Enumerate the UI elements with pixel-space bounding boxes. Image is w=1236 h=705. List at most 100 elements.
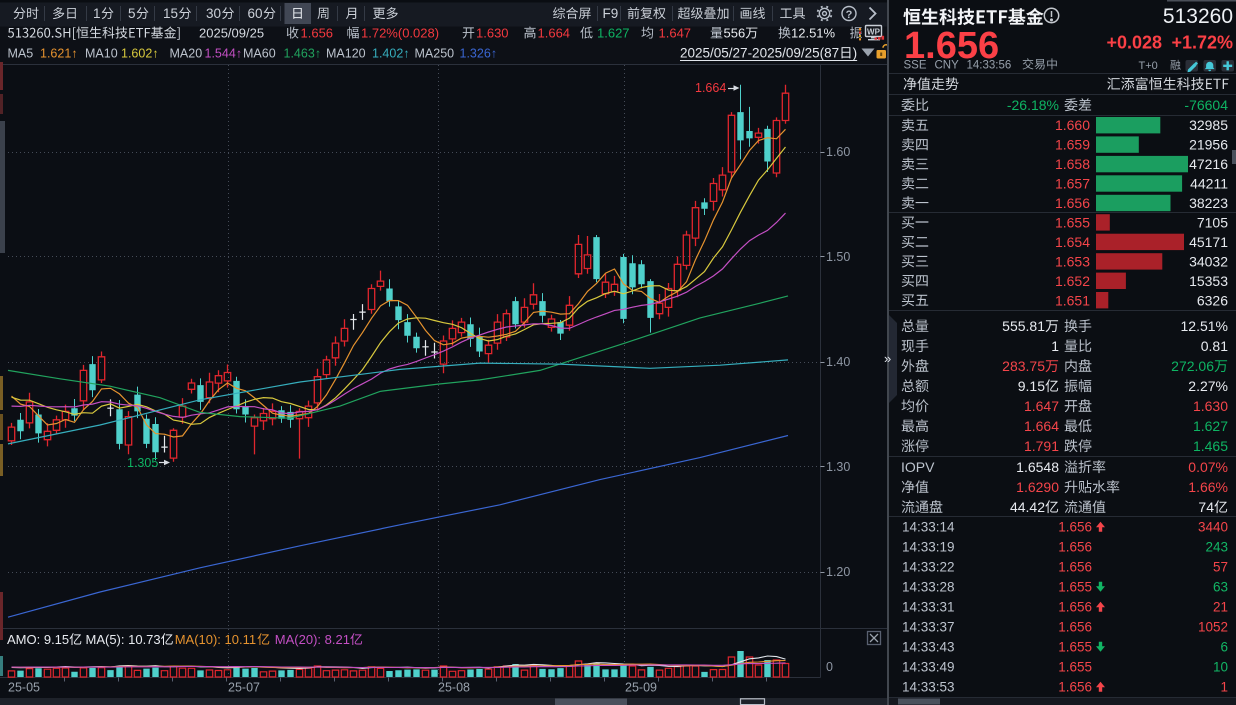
svg-text:1.402↑: 1.402↑ xyxy=(372,47,410,61)
svg-text:556: 556 xyxy=(724,26,746,41)
svg-text:-26.18%: -26.18% xyxy=(1007,97,1059,113)
svg-text:1.72%(0.028): 1.72%(0.028) xyxy=(361,26,439,41)
svg-text:15353: 15353 xyxy=(1189,273,1228,289)
svg-text:?: ? xyxy=(846,9,853,21)
svg-text:44.42: 44.42 xyxy=(1010,499,1045,515)
svg-text:14:33:28: 14:33:28 xyxy=(902,580,955,595)
svg-text:2025/09/25: 2025/09/25 xyxy=(199,26,264,41)
svg-text:1.655: 1.655 xyxy=(1058,640,1092,655)
svg-text:CNY: CNY xyxy=(935,60,960,72)
svg-text:1.326↑: 1.326↑ xyxy=(460,47,498,61)
svg-text:1.627: 1.627 xyxy=(1193,418,1228,434)
svg-text:1.664: 1.664 xyxy=(695,81,726,95)
svg-text:1.656: 1.656 xyxy=(301,26,334,41)
svg-text:513260: 513260 xyxy=(1163,5,1233,28)
svg-text:1.653: 1.653 xyxy=(1055,253,1090,269)
svg-text:1.656: 1.656 xyxy=(1058,600,1092,615)
svg-text:1052: 1052 xyxy=(1198,620,1228,635)
svg-text:T+0: T+0 xyxy=(1139,60,1158,72)
svg-text:»: » xyxy=(884,351,891,366)
svg-text:15: 15 xyxy=(163,6,178,21)
svg-text:1.602↑: 1.602↑ xyxy=(121,47,159,61)
svg-text:0.07%: 0.07% xyxy=(1188,459,1228,475)
svg-text:44211: 44211 xyxy=(1190,176,1228,192)
svg-text:1.463↑: 1.463↑ xyxy=(284,47,322,61)
svg-text:25-08: 25-08 xyxy=(438,681,470,695)
svg-text:272.06: 272.06 xyxy=(1171,358,1214,374)
svg-text:1.656: 1.656 xyxy=(904,25,999,67)
svg-text:9.15: 9.15 xyxy=(1018,378,1045,394)
svg-text:32985: 32985 xyxy=(1189,117,1228,133)
svg-text:WP: WP xyxy=(867,28,881,37)
svg-text:IOPV: IOPV xyxy=(901,459,935,475)
svg-text:1.657: 1.657 xyxy=(1055,176,1090,192)
svg-text:6326: 6326 xyxy=(1197,292,1228,308)
svg-text:34032: 34032 xyxy=(1189,253,1228,269)
svg-text:1.655: 1.655 xyxy=(1058,580,1092,595)
svg-text:2025/05/27-2025/09/25(87: 2025/05/27-2025/09/25(87 xyxy=(680,46,839,61)
svg-text:1.20: 1.20 xyxy=(826,565,850,579)
svg-text:12.51%: 12.51% xyxy=(791,26,836,41)
svg-text:14:33:53: 14:33:53 xyxy=(902,680,955,695)
svg-text:1.654: 1.654 xyxy=(1055,234,1090,250)
svg-text:MA(20): 8.21: MA(20): 8.21 xyxy=(275,632,350,647)
svg-text:0.81: 0.81 xyxy=(1201,338,1228,354)
svg-text:14:33:37: 14:33:37 xyxy=(902,620,955,635)
svg-text:45171: 45171 xyxy=(1189,234,1228,250)
svg-text:1.659: 1.659 xyxy=(1055,137,1090,153)
svg-text:1.647: 1.647 xyxy=(659,26,692,41)
svg-text:1.630: 1.630 xyxy=(1193,398,1228,414)
svg-text:1.656: 1.656 xyxy=(1055,195,1090,211)
svg-text:38223: 38223 xyxy=(1189,195,1228,211)
svg-text:1.791: 1.791 xyxy=(1024,438,1059,454)
svg-text:-76604: -76604 xyxy=(1184,97,1228,113)
svg-text:47216: 47216 xyxy=(1189,156,1228,172)
svg-text:1.630: 1.630 xyxy=(476,26,509,41)
svg-text:283.75: 283.75 xyxy=(1002,358,1045,374)
svg-text:MA60: MA60 xyxy=(243,47,276,61)
svg-text:14:33:49: 14:33:49 xyxy=(902,660,955,675)
svg-text:SSE: SSE xyxy=(904,60,927,72)
svg-text:MA(5): 10.73: MA(5): 10.73 xyxy=(86,632,161,647)
svg-text:1.656: 1.656 xyxy=(1058,520,1092,535)
svg-text:1.651: 1.651 xyxy=(1055,292,1090,308)
svg-text:1.655: 1.655 xyxy=(1058,660,1092,675)
svg-text:+1.72%: +1.72% xyxy=(1171,33,1233,53)
svg-text:1.652: 1.652 xyxy=(1055,273,1090,289)
svg-text:MA(10): 10.11: MA(10): 10.11 xyxy=(175,632,256,647)
svg-text:21: 21 xyxy=(1213,600,1228,615)
svg-text:1.50: 1.50 xyxy=(826,250,850,264)
svg-text:1.30: 1.30 xyxy=(826,460,850,474)
svg-text:1.60: 1.60 xyxy=(826,145,850,159)
svg-text:1.655: 1.655 xyxy=(1055,214,1090,230)
svg-text:25-05: 25-05 xyxy=(8,681,40,695)
svg-text:1.664: 1.664 xyxy=(538,26,571,41)
svg-text:14:33:56: 14:33:56 xyxy=(967,60,1012,72)
svg-text:MA5: MA5 xyxy=(8,47,34,61)
svg-text:MA10: MA10 xyxy=(85,47,118,61)
svg-text:1.627: 1.627 xyxy=(597,26,630,41)
svg-text:14:33:19: 14:33:19 xyxy=(902,540,955,555)
svg-text:+0.028: +0.028 xyxy=(1106,33,1162,53)
svg-text:6: 6 xyxy=(1220,640,1228,655)
svg-text:1.40: 1.40 xyxy=(826,355,850,369)
svg-text:555.81: 555.81 xyxy=(1002,318,1045,334)
svg-text:2.27%: 2.27% xyxy=(1188,378,1228,394)
svg-text:1.305: 1.305 xyxy=(127,456,158,470)
svg-text:1.6290: 1.6290 xyxy=(1016,479,1059,495)
svg-text:MA120: MA120 xyxy=(326,47,366,61)
svg-text:1: 1 xyxy=(1051,338,1059,354)
svg-text:1.6548: 1.6548 xyxy=(1016,459,1059,475)
svg-text:1.664: 1.664 xyxy=(1024,418,1059,434)
svg-text:F9: F9 xyxy=(603,6,619,21)
svg-text:1: 1 xyxy=(93,6,101,21)
svg-text:): ) xyxy=(853,46,858,61)
svg-text:MA250: MA250 xyxy=(415,47,455,61)
svg-text:14:33:31: 14:33:31 xyxy=(902,600,955,615)
svg-text:14:33:14: 14:33:14 xyxy=(902,520,955,535)
svg-text:243: 243 xyxy=(1205,540,1228,555)
svg-text:0: 0 xyxy=(826,660,833,674)
svg-text:30: 30 xyxy=(206,6,221,21)
svg-text:60: 60 xyxy=(248,6,263,21)
svg-text:MA20: MA20 xyxy=(170,47,203,61)
